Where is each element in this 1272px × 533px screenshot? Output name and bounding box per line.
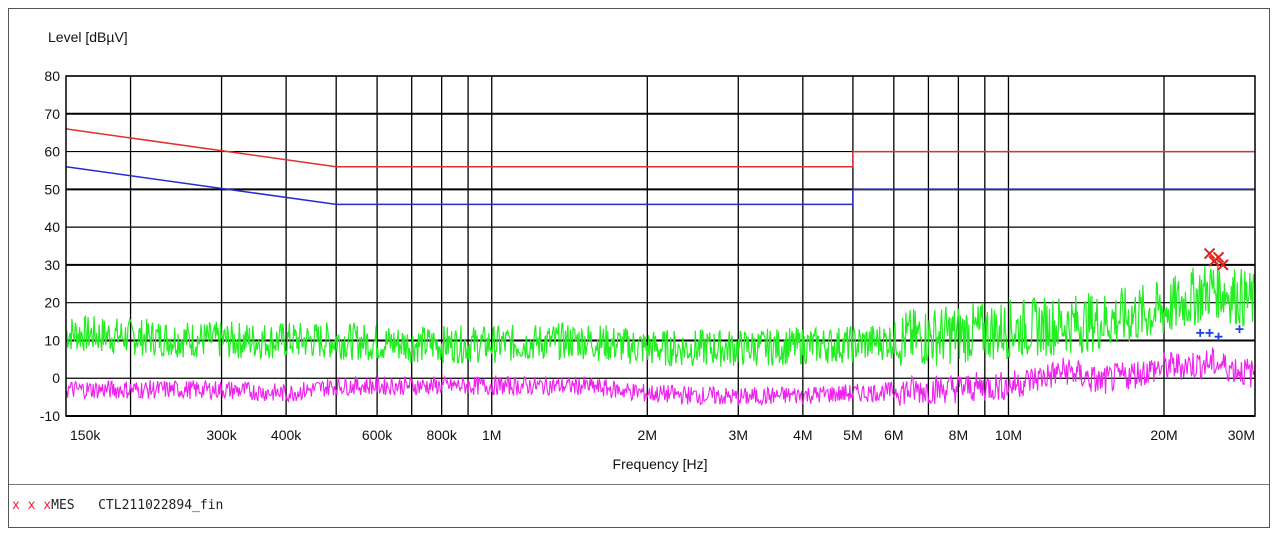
blue-plus-marker bbox=[1196, 328, 1205, 337]
y-tick-label: 80 bbox=[44, 68, 60, 84]
red-x-marker bbox=[1217, 259, 1229, 271]
blue-plus-marker bbox=[1235, 325, 1244, 334]
x-tick-label: 800k bbox=[426, 427, 457, 443]
y-tick-label: 50 bbox=[44, 181, 60, 197]
x-tick-label: 300k bbox=[206, 427, 237, 443]
x-axis-label: Frequency [Hz] bbox=[613, 456, 708, 472]
x-tick-label: 8M bbox=[949, 427, 968, 443]
x-tick-label: 6M bbox=[884, 427, 903, 443]
legend-marker-symbols: x x x bbox=[12, 498, 52, 513]
tick-layer: 80 70 60 50 40 30 20 10 0 -10 150k 300k 400k 600k 800k… bbox=[40, 68, 1255, 443]
quasi-peak-limit-line bbox=[65, 128, 1255, 168]
y-tick-label: 70 bbox=[44, 106, 60, 122]
legend-row: x x xMES CTL211022894_fin bbox=[12, 498, 223, 513]
y-tick-label: 0 bbox=[52, 370, 60, 386]
average-limit-line bbox=[65, 165, 1255, 206]
y-tick-label: 20 bbox=[44, 295, 60, 311]
y-axis-label: Level [dBµV] bbox=[48, 29, 128, 45]
blue-plus-marker bbox=[1205, 328, 1214, 337]
x-tick-label: 400k bbox=[271, 427, 302, 443]
series-layer bbox=[65, 128, 1256, 407]
x-tick-label: 1M bbox=[482, 427, 501, 443]
chart-frame bbox=[8, 8, 1270, 528]
average-trace bbox=[65, 346, 1256, 407]
legend-label: MES bbox=[51, 498, 75, 513]
x-tick-label: 10M bbox=[995, 427, 1022, 443]
x-tick-label: 2M bbox=[638, 427, 657, 443]
y-tick-label: 60 bbox=[44, 144, 60, 160]
x-tick-label: 20M bbox=[1150, 427, 1177, 443]
grid bbox=[66, 75, 1255, 417]
x-tick-label: 4M bbox=[793, 427, 812, 443]
legend-file-name: CTL211022894_fin bbox=[98, 498, 224, 513]
x-tick-label: 600k bbox=[362, 427, 393, 443]
y-tick-label: 10 bbox=[44, 332, 60, 348]
x-tick-label: 150k bbox=[70, 427, 101, 443]
red-x-marker bbox=[1203, 247, 1216, 260]
marker-layer bbox=[1196, 247, 1244, 341]
x-tick-label: 3M bbox=[729, 427, 748, 443]
y-tick-label: 30 bbox=[44, 257, 60, 273]
plot-border bbox=[65, 75, 1256, 417]
peak-trace bbox=[65, 258, 1256, 367]
x-tick-label: 30M bbox=[1228, 427, 1255, 443]
y-tick-label: 40 bbox=[44, 219, 60, 235]
x-tick-label: 5M bbox=[843, 427, 862, 443]
legend-divider bbox=[9, 484, 1269, 485]
red-x-marker bbox=[1212, 251, 1225, 264]
y-tick-label: -10 bbox=[40, 408, 60, 424]
blue-plus-marker bbox=[1214, 332, 1223, 341]
